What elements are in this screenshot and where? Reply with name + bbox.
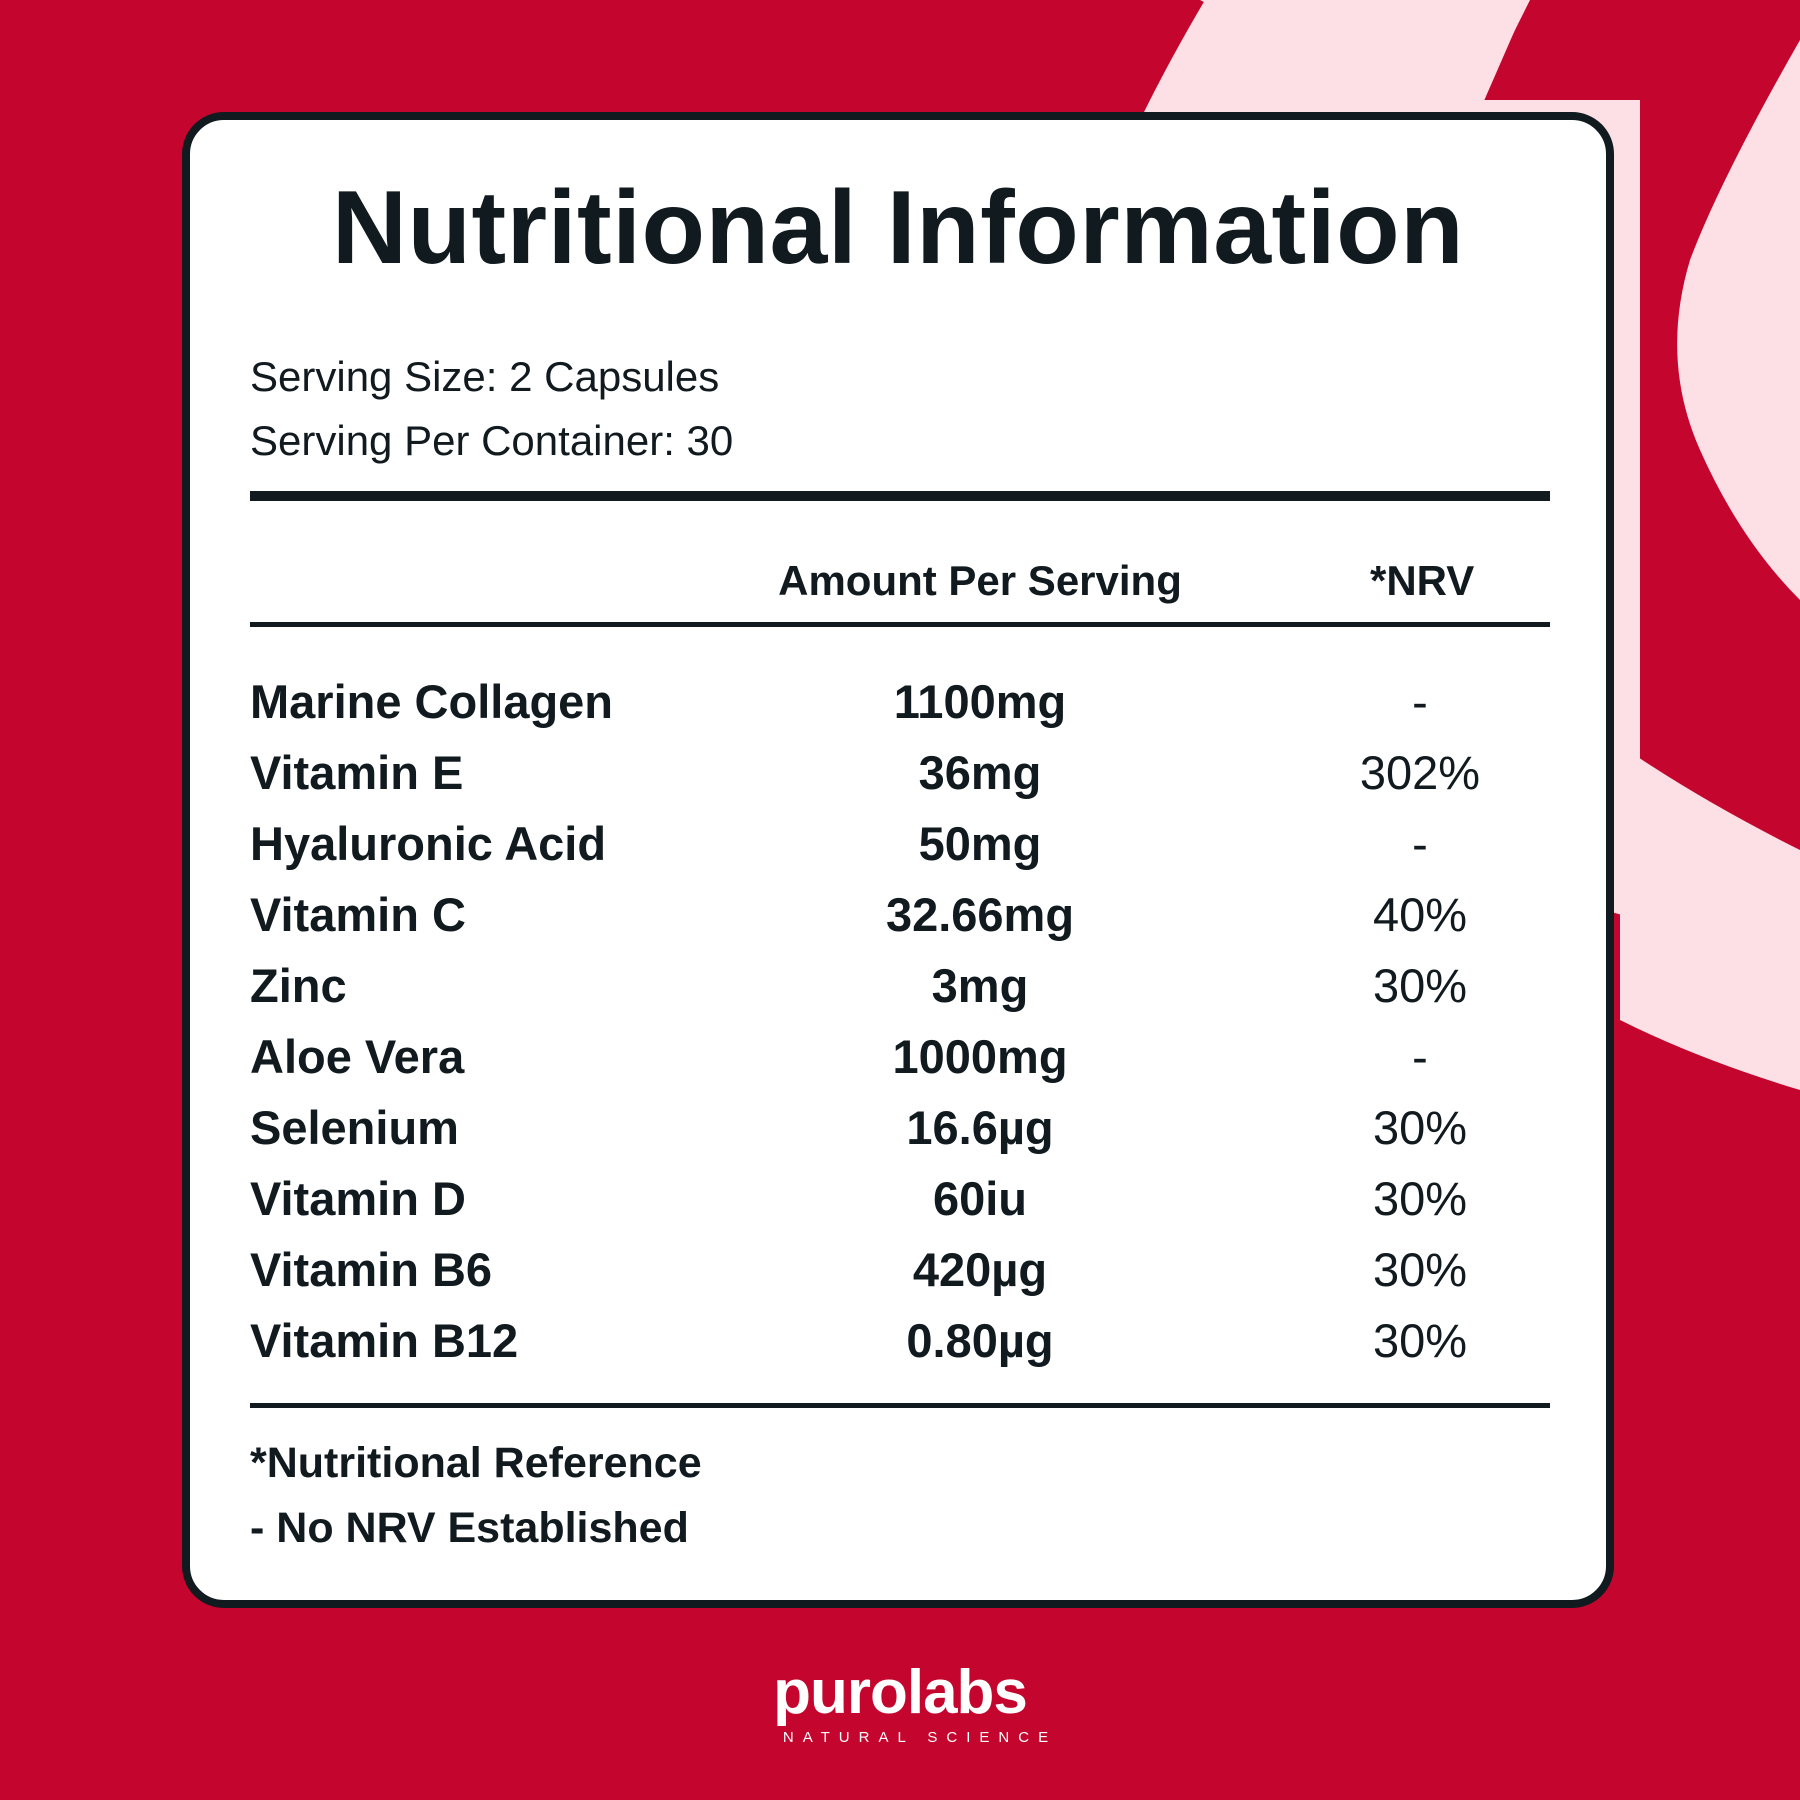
footnote-nrv-definition: *Nutritional Reference [250, 1439, 702, 1487]
nutrient-name: Marine Collagen [250, 675, 614, 728]
table-row: Zinc 3mg 30% [250, 962, 1550, 1022]
divider-top [250, 491, 1550, 501]
nutrient-amount: 32.66mg [885, 888, 1075, 941]
table-row: Hyaluronic Acid 50mg - [250, 820, 1550, 880]
nutrient-amount: 36mg [918, 746, 1042, 799]
table-row: Marine Collagen 1100mg - [250, 678, 1550, 738]
nutrient-nrv: - [1412, 1030, 1428, 1083]
nutrient-amount: 420µg [912, 1243, 1048, 1296]
nutrient-name: Vitamin C [250, 888, 466, 941]
nutrient-amount: 60iu [932, 1172, 1028, 1225]
nutrient-name: Hyaluronic Acid [250, 817, 607, 870]
divider-footer [250, 1403, 1550, 1408]
table-row: Vitamin C 32.66mg 40% [250, 891, 1550, 951]
nutrient-amount: 0.80µg [906, 1314, 1054, 1367]
nutrient-amount: 1000mg [892, 1030, 1068, 1083]
nutrient-nrv: 30% [1372, 1172, 1468, 1225]
page-title: Nutritional Information [331, 170, 1465, 286]
nutrient-amount: 50mg [918, 817, 1042, 870]
nutrient-name: Zinc [250, 959, 347, 1012]
table-row: Vitamin E 36mg 302% [250, 749, 1550, 809]
nutrient-amount: 16.6µg [906, 1101, 1054, 1154]
table-row: Vitamin B6 420µg 30% [250, 1246, 1550, 1306]
nutrient-nrv: 30% [1372, 959, 1468, 1012]
nutrient-name: Vitamin D [250, 1172, 466, 1225]
footnote-no-nrv: - No NRV Established [250, 1504, 689, 1552]
brand-wordmark: purolabs [773, 1658, 1028, 1727]
nutrient-nrv: 30% [1372, 1101, 1468, 1154]
nutrient-nrv: 302% [1359, 746, 1481, 799]
table-row: Aloe Vera 1000mg - [250, 1033, 1550, 1093]
nutrient-nrv: 30% [1372, 1243, 1468, 1296]
nutrient-name: Vitamin B12 [250, 1314, 519, 1367]
table-row: Vitamin B12 0.80µg 30% [250, 1317, 1550, 1377]
nutrient-name: Aloe Vera [250, 1030, 465, 1083]
divider-header [250, 622, 1550, 627]
nutrition-card: Nutritional Information Serving Size: 2 … [182, 112, 1614, 1608]
nutrient-name: Selenium [250, 1101, 459, 1154]
table-row: Vitamin D 60iu 30% [250, 1175, 1550, 1235]
nutrient-name: Vitamin B6 [250, 1243, 493, 1296]
header-amount-per-serving: Amount Per Serving [778, 557, 1182, 604]
nutrient-nrv: - [1412, 675, 1428, 728]
servings-per-container: Serving Per Container: 30 [250, 417, 734, 464]
nutrient-nrv: 30% [1372, 1314, 1468, 1367]
nutrient-amount: 3mg [931, 959, 1029, 1012]
header-nrv: *NRV [1370, 557, 1475, 604]
nutrient-nrv: - [1412, 817, 1428, 870]
brand-logo: purolabs NATURAL SCIENCE [0, 1658, 1800, 1746]
table-row: Selenium 16.6µg 30% [250, 1104, 1550, 1164]
nutrient-amount: 1100mg [893, 675, 1067, 728]
serving-size: Serving Size: 2 Capsules [250, 353, 720, 400]
nutrient-nrv: 40% [1372, 888, 1468, 941]
brand-tagline: NATURAL SCIENCE [782, 1729, 1058, 1746]
nutrient-name: Vitamin E [250, 746, 464, 799]
